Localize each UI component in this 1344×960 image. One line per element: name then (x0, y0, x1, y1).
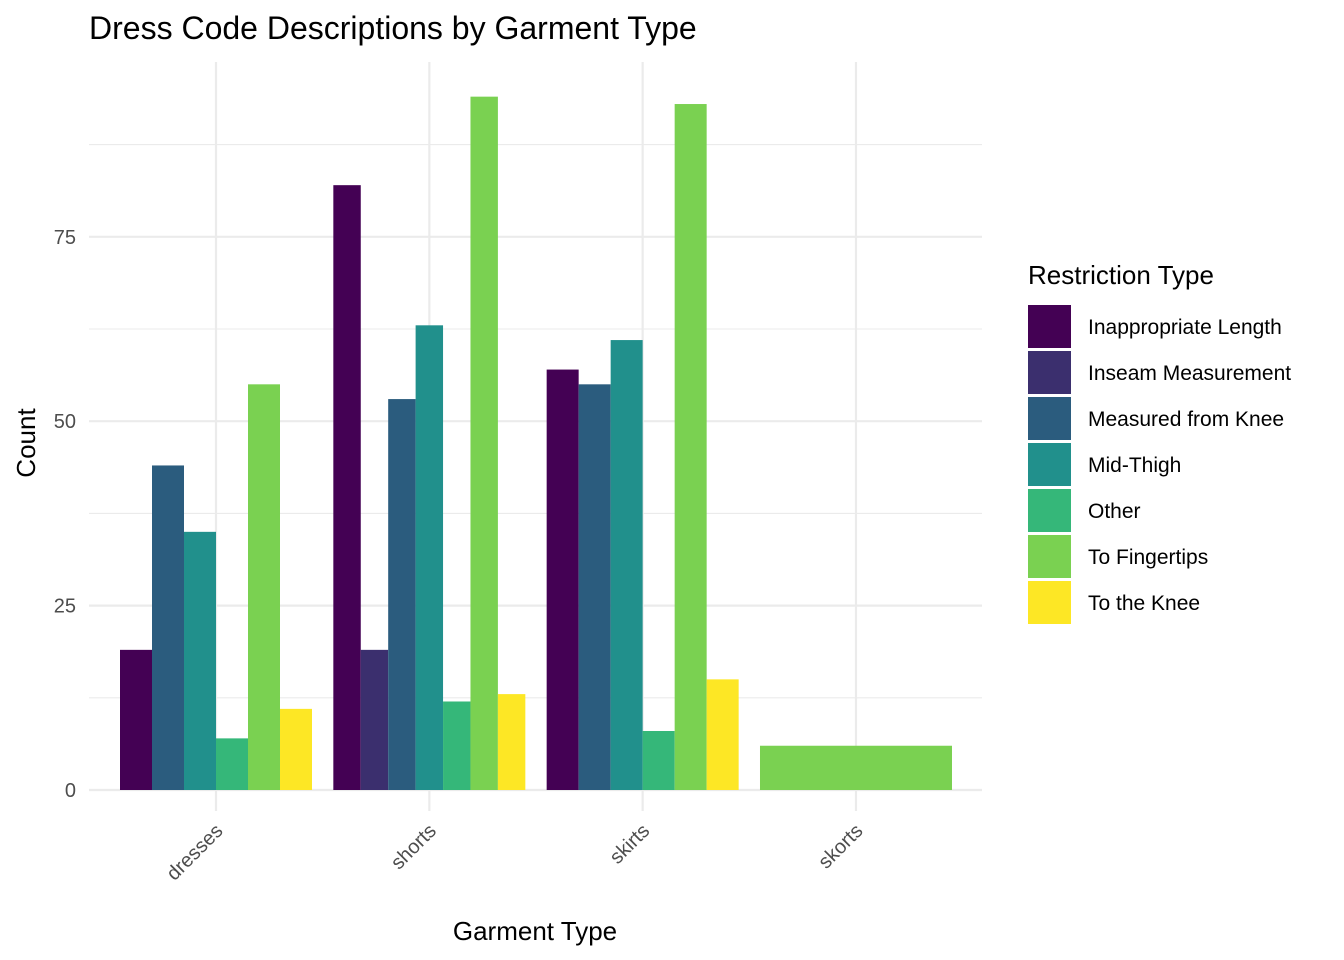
y-tick-label: 25 (54, 596, 76, 618)
x-axis-ticks: dresses shorts skirts skorts (162, 820, 867, 885)
bar-skirts-to-the-knee (706, 679, 739, 790)
x-tick-label: skorts (814, 820, 867, 873)
y-tick-label: 0 (65, 780, 76, 802)
y-tick-label: 75 (54, 227, 76, 249)
bar-skirts-mid-thigh (610, 340, 643, 790)
bar-shorts-other (443, 701, 471, 790)
bar-skorts-to-fingertips (759, 745, 952, 790)
x-tick-label: skirts (606, 820, 655, 869)
bar-skirts-measured-from-knee (578, 384, 611, 790)
y-axis-ticks: 0 25 50 75 (54, 227, 76, 802)
legend-swatch (1028, 443, 1071, 486)
legend-label: To Fingertips (1088, 546, 1208, 569)
bar-shorts-to-the-knee (497, 694, 526, 790)
chart-title: Dress Code Descriptions by Garment Type (89, 10, 697, 46)
legend-swatch (1028, 535, 1071, 578)
bar-dresses-inappropriate-length (120, 649, 152, 790)
legend-label: Other (1088, 500, 1141, 523)
y-tick-label: 50 (54, 411, 76, 433)
legend-swatch (1028, 581, 1071, 624)
bar-shorts-measured-from-knee (388, 399, 416, 790)
y-axis-title: Count (11, 408, 41, 478)
bars (120, 96, 952, 791)
legend-swatch (1028, 305, 1071, 348)
bar-skirts-to-fingertips (674, 104, 707, 791)
grid (89, 62, 982, 811)
legend-label: Measured from Knee (1088, 408, 1284, 431)
legend-swatch (1028, 351, 1071, 394)
bar-shorts-inappropriate-length (333, 185, 361, 791)
legend-title: Restriction Type (1028, 260, 1214, 290)
legend: Restriction Type Inappropriate Length Ins… (1028, 260, 1291, 624)
legend-label: Mid-Thigh (1088, 454, 1181, 477)
x-tick-label: shorts (387, 820, 441, 874)
bar-shorts-mid-thigh (415, 325, 444, 790)
bar-skirts-inappropriate-length (546, 369, 579, 790)
legend-swatch (1028, 489, 1071, 532)
legend-label: To the Knee (1088, 592, 1200, 615)
legend-swatch (1028, 397, 1071, 440)
x-tick-label: dresses (162, 820, 227, 885)
bar-shorts-to-fingertips (470, 96, 498, 790)
bar-skirts-other (642, 730, 675, 790)
bar-dresses-mid-thigh (184, 531, 216, 790)
bar-dresses-other (216, 738, 248, 790)
legend-label: Inappropriate Length (1088, 316, 1282, 339)
bar-dresses-measured-from-knee (152, 465, 184, 790)
bar-dresses-to-fingertips (248, 384, 280, 790)
x-axis-title: Garment Type (453, 916, 617, 946)
bar-dresses-to-the-knee (280, 708, 312, 790)
bar-shorts-inseam-measurement (360, 649, 389, 790)
legend-label: Inseam Measurement (1088, 362, 1291, 385)
